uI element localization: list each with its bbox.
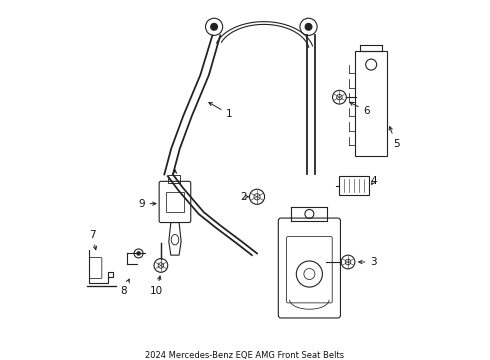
Circle shape — [211, 23, 218, 30]
Text: 2024 Mercedes-Benz EQE AMG Front Seat Belts: 2024 Mercedes-Benz EQE AMG Front Seat Be… — [146, 351, 344, 360]
Text: 10: 10 — [150, 276, 163, 296]
Text: 1: 1 — [209, 103, 233, 120]
Text: 9: 9 — [138, 199, 156, 209]
Text: 5: 5 — [389, 127, 399, 149]
Text: 6: 6 — [350, 102, 370, 116]
Text: 8: 8 — [120, 279, 129, 296]
Text: 7: 7 — [89, 230, 97, 250]
Text: 4: 4 — [370, 176, 377, 186]
Circle shape — [305, 23, 312, 30]
Text: 3: 3 — [359, 257, 377, 267]
Text: 2: 2 — [240, 192, 249, 202]
Circle shape — [137, 252, 140, 255]
